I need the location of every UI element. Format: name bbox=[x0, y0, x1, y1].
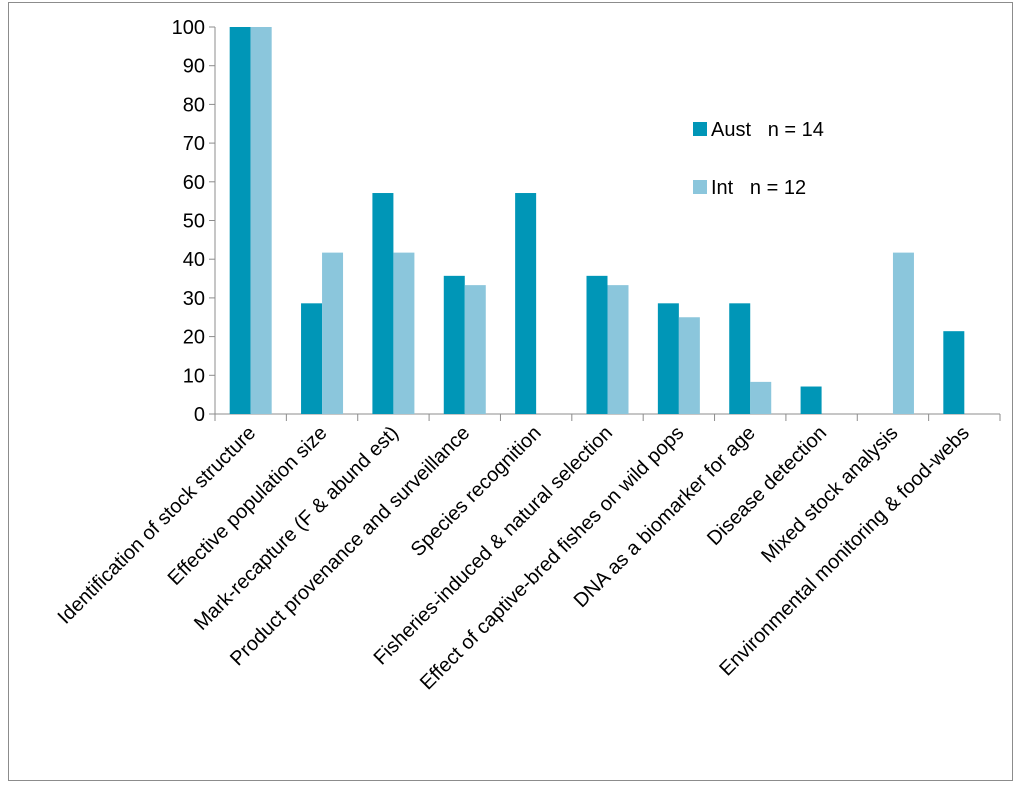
bar-series-2-3 bbox=[393, 252, 415, 414]
y-tick-label: 10 bbox=[183, 365, 205, 387]
bar-series-1-8 bbox=[729, 303, 751, 414]
x-category-label: Species recognition bbox=[407, 422, 546, 561]
bar-series-2-7 bbox=[678, 317, 700, 414]
legend: Aust n = 14 Int n = 12 bbox=[693, 119, 824, 199]
bar-series-1-2 bbox=[301, 303, 323, 414]
bar-series-1-7 bbox=[657, 303, 679, 414]
y-tick-label: 90 bbox=[183, 56, 205, 78]
bar-series-1-4 bbox=[443, 275, 465, 414]
bar-series-2-1 bbox=[250, 27, 272, 414]
y-tick-label: 30 bbox=[183, 288, 205, 310]
x-category-label: Environmental monitoring & food-webs bbox=[715, 422, 973, 680]
x-category-label: Disease detection bbox=[703, 422, 831, 550]
y-tick-label: 60 bbox=[183, 172, 205, 194]
bar-series-2-10 bbox=[892, 252, 914, 414]
bar-series-2-2 bbox=[322, 252, 344, 414]
bar-series-1-1 bbox=[229, 27, 251, 414]
bar-series-1-6 bbox=[586, 275, 608, 414]
bar-series-1-3 bbox=[372, 193, 394, 414]
bar-series-2-8 bbox=[750, 381, 772, 414]
bar-series-1-5 bbox=[515, 193, 537, 414]
bars bbox=[229, 27, 965, 414]
y-tick-label: 0 bbox=[194, 404, 205, 426]
legend-swatch-1 bbox=[693, 122, 707, 136]
y-tick-label: 100 bbox=[172, 17, 205, 39]
y-tick-label: 80 bbox=[183, 94, 205, 116]
y-tick-label: 40 bbox=[183, 249, 205, 271]
legend-label-2: Int n = 12 bbox=[711, 177, 806, 199]
bar-series-1-11 bbox=[943, 331, 965, 414]
y-tick-label: 20 bbox=[183, 327, 205, 349]
bar-series-2-4 bbox=[464, 285, 486, 414]
x-category-label: Mixed stock analysis bbox=[757, 422, 902, 567]
x-axis: Identification of stock structureEffecti… bbox=[54, 413, 1001, 694]
chart-frame bbox=[8, 2, 1013, 781]
y-tick-label: 50 bbox=[183, 211, 205, 233]
y-axis: 0 10 20 30 40 50 60 70 80 90 100 bbox=[172, 17, 216, 426]
x-category-label: Effect of captive-bred fishes on wild po… bbox=[416, 422, 688, 694]
bar-series-2-6 bbox=[607, 285, 629, 414]
y-tick-label: 70 bbox=[183, 133, 205, 155]
bar-series-1-9 bbox=[800, 386, 822, 414]
legend-swatch-2 bbox=[693, 180, 707, 194]
legend-label-1: Aust n = 14 bbox=[711, 119, 824, 141]
